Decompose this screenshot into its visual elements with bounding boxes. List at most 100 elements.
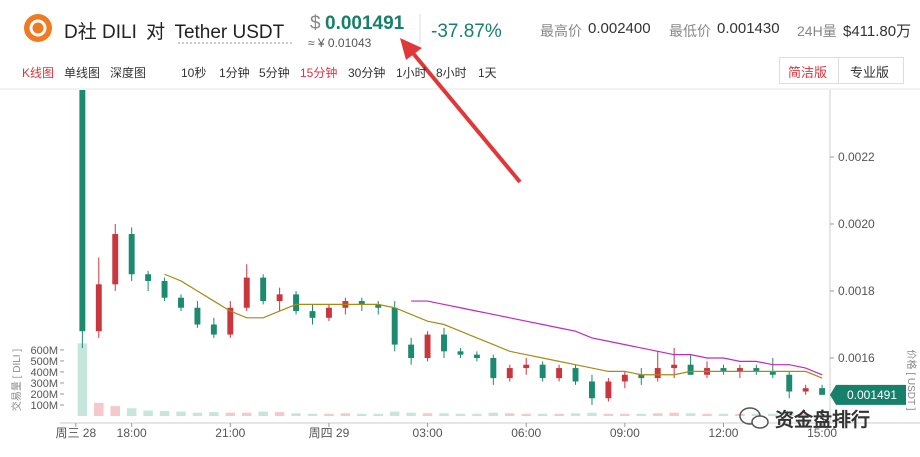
volume-tick-label: 400M [30, 367, 58, 379]
volume-bar [307, 413, 318, 416]
volume-bar [143, 410, 153, 416]
view-tab[interactable]: K线图 [22, 66, 55, 80]
volume-bar [373, 413, 383, 416]
candle-body [128, 234, 135, 275]
volume-bar [225, 412, 236, 416]
price: 0.001491 [325, 13, 405, 34]
y-tick-label: 0.0020 [838, 217, 875, 231]
icon [751, 415, 769, 429]
x-tick-label: 06:00 [511, 426, 541, 440]
interval-tab[interactable]: 30分钟 [348, 66, 386, 80]
volume-bar [357, 413, 367, 416]
volume-tick-label: 100M [30, 400, 58, 412]
volume-axis-label: 交易量 [ DILI ] [10, 349, 23, 411]
volume-label: 24H量 [797, 23, 837, 39]
price-tag: 0.001491 [847, 388, 897, 402]
candle-body [325, 307, 332, 318]
pair: D社 DILI 对 Tether USDT [64, 17, 284, 44]
low-label: 最低价 [669, 23, 711, 39]
volume-tick-label: 600M [30, 345, 58, 357]
candle-body [227, 307, 234, 335]
candle-body [786, 374, 793, 392]
candle-body [178, 297, 184, 308]
view-tab[interactable]: 深度图 [110, 66, 147, 80]
pair-quote: Tether USDT [174, 22, 285, 43]
high-label: 最高价 [540, 23, 582, 39]
volume-tick-label: 500M [30, 356, 58, 368]
candle-body [556, 368, 563, 379]
candle-body [671, 364, 678, 369]
volume-tick-label: 200M [30, 389, 58, 401]
candle-body [95, 284, 102, 332]
interval-tab[interactable]: 1分钟 [219, 66, 250, 80]
x-tick-label: 12:00 [708, 426, 738, 440]
logo [24, 14, 52, 42]
volume-bar [800, 413, 811, 416]
volume-bar [159, 411, 170, 416]
x-tick-label: 18:00 [117, 426, 147, 440]
x-tick-label: 09:00 [610, 426, 640, 440]
candle-body [687, 364, 694, 375]
volume-bar [110, 406, 120, 416]
candle-body [161, 280, 168, 298]
x-tick-label: 周三 28 [55, 426, 96, 440]
interval-tab[interactable]: 10秒 [181, 66, 207, 80]
volume-bar [751, 413, 762, 416]
candle-body [736, 368, 743, 372]
arrow-head [400, 38, 422, 60]
y-tick-label: 0.0016 [838, 351, 875, 365]
candle-body [654, 368, 661, 379]
interval-tab[interactable]: 8小时 [436, 66, 467, 80]
candle-body [441, 334, 447, 352]
interval-tab[interactable]: 1小时 [396, 66, 427, 80]
logo-mark [29, 19, 47, 37]
candle-body [276, 294, 283, 302]
interval-tab[interactable]: 15分钟 [300, 66, 338, 80]
candle-body [802, 388, 809, 392]
candle-body [473, 354, 480, 359]
volume-bar [702, 413, 712, 416]
volume-tick-label: 300M [30, 378, 58, 390]
y-axis-label: 价格 [ USDT ] [905, 350, 918, 411]
candle-body [457, 351, 464, 355]
candle-body [621, 374, 628, 382]
watermark: 资金盘排行 [775, 410, 871, 431]
volume-bar [620, 413, 630, 416]
x-tick-label: 03:00 [413, 426, 443, 440]
button-frame [838, 57, 904, 84]
pair-base: D社 DILI [64, 22, 137, 43]
volume-bar [274, 412, 285, 416]
volume-bar [422, 413, 433, 416]
volume-bar [784, 412, 794, 416]
volume-bar [192, 412, 203, 416]
volume-bar [258, 411, 268, 416]
button-frame [779, 57, 839, 84]
interval-tab[interactable]: 5分钟 [259, 66, 290, 80]
interval-tab[interactable]: 1天 [478, 66, 497, 80]
x-tick-label: 周四 29 [309, 426, 350, 440]
candle-body [605, 381, 612, 399]
volume-bar [242, 412, 252, 416]
candle-body [523, 364, 530, 369]
candle-body [145, 274, 152, 281]
candle-body [638, 374, 645, 379]
volume-bar [652, 413, 663, 416]
candle-body [243, 277, 250, 308]
volume-bar [636, 413, 647, 416]
candle-body [112, 234, 119, 285]
mode-button[interactable]: 专业版 [850, 65, 890, 80]
x-tick-label: 21:00 [215, 426, 245, 440]
candle-body [769, 371, 776, 375]
candle-body [210, 324, 217, 335]
volume-bar [340, 413, 351, 416]
volume-bar [817, 414, 827, 416]
volume-bar [537, 413, 548, 416]
view-tab[interactable]: 单线图 [64, 66, 101, 80]
volume-bar [718, 413, 729, 416]
arrow-line [410, 50, 522, 184]
mode-button[interactable]: 简洁版 [788, 65, 828, 80]
volume-bar [669, 412, 679, 416]
volume-bar [77, 343, 88, 416]
